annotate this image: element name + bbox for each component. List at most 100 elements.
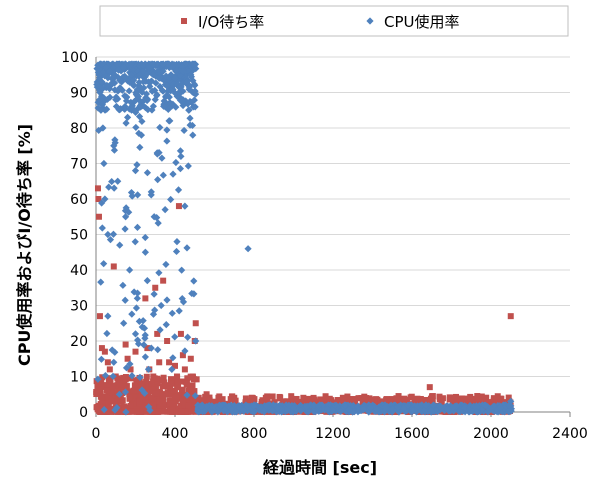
y-tick-label: 40	[70, 263, 88, 279]
cpu-usage-point	[169, 100, 177, 108]
cpu-usage-point	[144, 365, 153, 373]
cpu-usage-point	[370, 404, 378, 412]
cpu-usage-point	[156, 326, 164, 334]
io-wait-point	[99, 400, 106, 407]
cpu-usage-point	[373, 405, 381, 413]
cpu-usage-point	[190, 290, 198, 298]
cpu-usage-point	[146, 406, 154, 415]
cpu-usage-point	[155, 269, 163, 277]
io-wait-point	[219, 396, 226, 403]
cpu-usage-point	[101, 195, 109, 203]
io-wait-point	[135, 387, 142, 394]
x-tick-label: 0	[92, 426, 101, 442]
io-wait-point	[182, 408, 189, 415]
cpu-usage-point	[140, 84, 148, 92]
io-wait-point	[483, 394, 490, 401]
cpu-usage-point	[159, 87, 167, 95]
io-wait-point	[95, 386, 102, 393]
io-wait-point	[458, 398, 465, 405]
io-wait-point	[181, 402, 188, 409]
io-wait-point	[120, 384, 127, 391]
cpu-usage-point	[444, 405, 452, 413]
cpu-usage-point	[128, 192, 136, 200]
io-wait-point	[130, 387, 137, 394]
cpu-usage-point	[133, 223, 142, 231]
cpu-usage-point	[121, 105, 129, 113]
cpu-usage-point	[135, 78, 143, 86]
cpu-usage-point	[129, 81, 138, 89]
cpu-usage-point	[100, 159, 108, 168]
io-wait-point	[112, 382, 119, 389]
cpu-usage-point	[121, 225, 129, 233]
cpu-usage-point	[189, 60, 197, 68]
io-wait-point	[426, 384, 433, 391]
io-wait-point	[168, 380, 175, 387]
io-wait-point	[490, 395, 497, 402]
io-wait-point	[144, 345, 151, 352]
io-wait-point	[101, 382, 108, 389]
io-wait-point	[413, 399, 420, 406]
cpu-usage-point	[95, 71, 103, 79]
io-wait-point	[112, 394, 119, 401]
cpu-usage-point	[436, 402, 444, 411]
cpu-usage-point	[97, 355, 106, 363]
cpu-usage-point	[93, 80, 101, 89]
cpu-usage-point	[156, 123, 164, 132]
io-wait-point	[98, 394, 105, 401]
io-wait-point	[192, 320, 199, 327]
cpu-usage-point	[155, 74, 163, 82]
cpu-usage-point	[187, 71, 195, 79]
cpu-usage-point	[328, 406, 336, 414]
cpu-usage-point	[105, 183, 113, 191]
io-wait-point	[119, 390, 126, 397]
y-tick-label: 30	[70, 299, 88, 315]
cpu-usage-point	[181, 202, 189, 210]
cpu-usage-point	[116, 241, 124, 249]
cpu-usage-point	[424, 407, 432, 416]
cpu-usage-point	[147, 188, 155, 196]
io-wait-point	[106, 366, 113, 373]
cpu-usage-point	[179, 67, 187, 75]
cpu-usage-point	[101, 371, 110, 380]
cpu-usage-point	[133, 294, 141, 302]
io-wait-point	[475, 395, 482, 402]
cpu-usage-point	[151, 96, 159, 104]
cpu-usage-point	[126, 360, 134, 368]
cpu-usage-point	[185, 106, 193, 114]
io-wait-point	[150, 373, 157, 380]
cpu-usage-point	[477, 406, 486, 414]
cpu-usage-point	[115, 390, 123, 398]
io-wait-point	[142, 295, 149, 302]
cpu-usage-point	[180, 126, 188, 135]
cpu-usage-point	[94, 375, 102, 383]
io-wait-point	[103, 387, 110, 394]
io-wait-point	[144, 408, 151, 415]
io-wait-point	[215, 394, 222, 401]
io-wait-point	[247, 398, 254, 405]
cpu-usage-point	[112, 96, 120, 104]
cpu-usage-point	[125, 266, 134, 274]
cpu-usage-point	[394, 403, 402, 411]
io-wait-point	[505, 394, 512, 401]
cpu-usage-point	[115, 105, 123, 114]
cpu-usage-point	[168, 63, 176, 71]
cpu-usage-point	[268, 406, 276, 415]
cpu-usage-point	[184, 333, 192, 341]
cpu-usage-point	[186, 121, 194, 129]
cpu-usage-point	[128, 102, 136, 110]
cpu-usage-point	[191, 87, 199, 95]
cpu-usage-point	[171, 74, 179, 82]
io-wait-point	[344, 393, 351, 400]
io-wait-point	[124, 355, 131, 362]
cpu-usage-point	[182, 97, 190, 105]
io-wait-point	[158, 377, 165, 384]
cpu-usage-point	[165, 93, 173, 101]
io-wait-point	[417, 395, 424, 402]
io-wait-point	[231, 394, 238, 401]
cpu-usage-point	[197, 403, 206, 411]
cpu-usage-point	[102, 64, 110, 72]
io-wait-point	[138, 404, 145, 411]
cpu-usage-point	[143, 277, 151, 285]
cpu-usage-point	[124, 113, 132, 121]
cpu-usage-point	[189, 103, 197, 111]
